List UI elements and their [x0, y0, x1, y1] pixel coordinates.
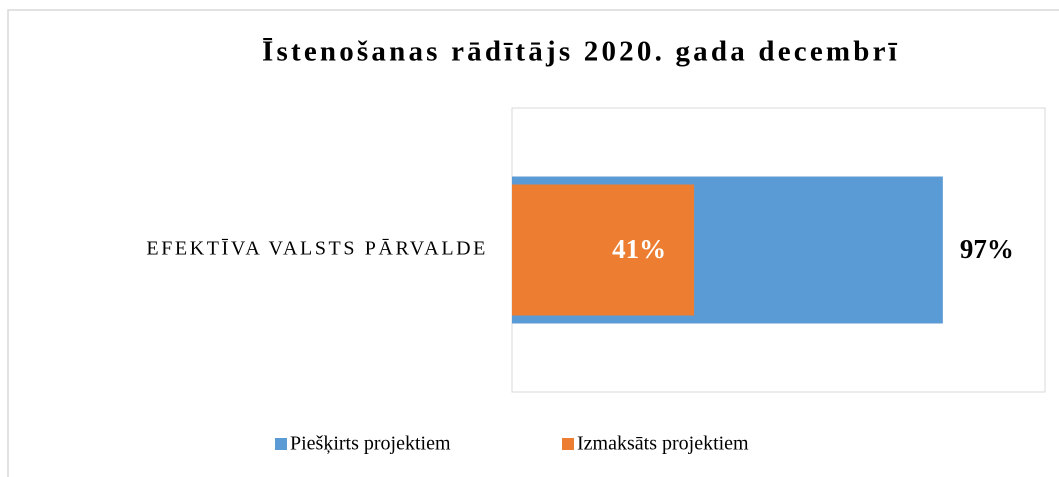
category-label: EFEKTĪVA VALSTS PĀRVALDE [146, 238, 488, 260]
data-label: 41% [612, 234, 666, 264]
bar [512, 184, 695, 316]
legend-label: Piešķirts projektiem [290, 433, 451, 455]
legend-swatch [275, 438, 287, 450]
data-label: 97% [960, 234, 1014, 264]
legend-label: Izmaksāts projektiem [577, 433, 749, 455]
chart-border [7, 9, 1059, 477]
chart-title: Īstenošanas rādītājs 2020. gada decembrī [262, 36, 900, 68]
legend-swatch [562, 438, 574, 450]
